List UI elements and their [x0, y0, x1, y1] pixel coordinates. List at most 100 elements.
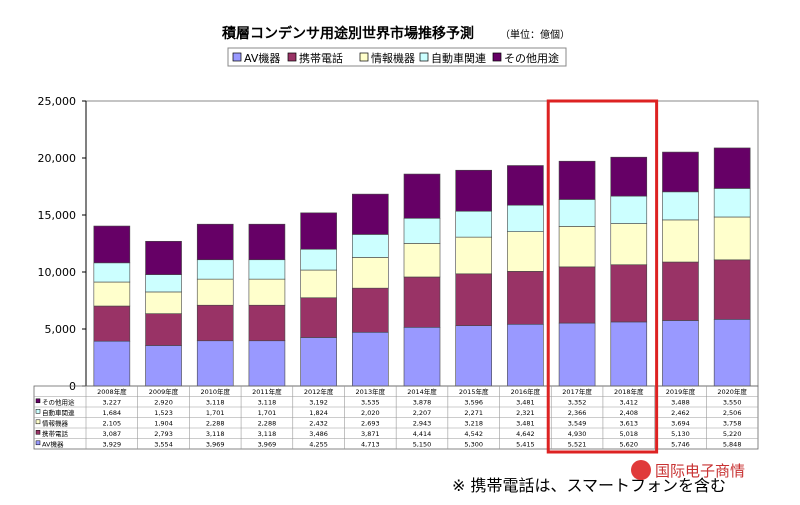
y-tick-label: 10,000 — [38, 266, 77, 279]
table-cell: 2,207 — [413, 409, 432, 417]
bar-segment — [610, 264, 648, 323]
table-cell: 4,713 — [361, 440, 380, 448]
bar-segment — [558, 160, 596, 200]
bar-segment — [352, 193, 389, 235]
bar-segment — [300, 337, 337, 387]
bar-segment — [145, 274, 182, 293]
x-tick-label: 2009年度 — [149, 387, 179, 396]
table-cell: 5,521 — [568, 440, 587, 448]
table-cell: 3,412 — [619, 398, 638, 406]
table-cell: 5,130 — [671, 430, 690, 438]
watermark-logo-icon — [631, 460, 651, 480]
bar-segment — [248, 223, 286, 261]
bar-segment — [93, 340, 131, 387]
y-tick-label: 25,000 — [38, 95, 77, 108]
bar-segment — [507, 204, 544, 232]
bar-segment — [145, 291, 182, 314]
table-cell: 3,087 — [103, 430, 122, 438]
data-table: 2008年度 2009年度 2010年度 2011年度 2012年度 2013年度 2014… — [33, 385, 759, 450]
table-cell: 1,701 — [258, 409, 277, 417]
x-tick-label: 2014年度 — [407, 387, 437, 396]
highlight-box — [546, 99, 659, 454]
table-cell: 3,481 — [516, 398, 535, 406]
bar-segment — [403, 173, 441, 219]
table-cell: 2,920 — [154, 398, 173, 406]
table-row-label: 自動車関連 — [42, 408, 75, 417]
bar-segment — [507, 165, 544, 206]
y-tick-label: 20,000 — [38, 152, 77, 165]
table-cell: 3,613 — [619, 419, 638, 427]
table-legend-swatch — [35, 430, 41, 435]
y-tick-label: 5,000 — [45, 323, 77, 336]
table-legend-swatch — [35, 419, 41, 425]
table-cell: 5,415 — [516, 440, 535, 448]
bar-segment — [403, 326, 441, 387]
table-cell: 1,684 — [103, 409, 122, 417]
table-cell: 3,486 — [309, 430, 328, 438]
legend-frame — [227, 47, 567, 67]
table-row-label: 携帯電話 — [42, 429, 69, 438]
table-cell: 5,018 — [619, 430, 638, 438]
table-legend-swatch — [35, 398, 41, 404]
bar-segment — [352, 287, 389, 333]
y-tick-label: 15,000 — [38, 209, 77, 222]
bar-segment — [300, 269, 337, 299]
bar-segment — [196, 278, 234, 306]
x-tick-label: 2016年度 — [511, 387, 541, 396]
legend-label: その他用途 — [504, 51, 559, 65]
x-tick-label: 2010年度 — [200, 387, 230, 396]
bar-segment — [507, 231, 544, 272]
bar-segment — [248, 304, 286, 342]
bar-segment — [662, 320, 699, 387]
legend-label: 自動車関連 — [431, 51, 486, 65]
table-cell: 1,523 — [154, 409, 173, 417]
legend-swatch — [287, 52, 297, 62]
bar-segment — [455, 325, 492, 387]
bar-segment — [93, 305, 131, 342]
bar-segment — [662, 191, 699, 221]
table-cell: 3,871 — [361, 430, 380, 438]
table-cell: 2,288 — [258, 419, 277, 427]
table-legend-swatch — [35, 409, 41, 414]
bar-segment — [352, 257, 389, 289]
table-cell: 3,218 — [464, 419, 483, 427]
x-tick-label: 2012年度 — [304, 387, 334, 396]
table-cell: 5,848 — [723, 440, 742, 448]
table-row-label: その他用途 — [42, 397, 75, 406]
bar-segment — [610, 321, 648, 387]
table-cell: 2,408 — [619, 409, 638, 417]
table-cell: 2,321 — [516, 409, 535, 417]
legend: AV機器 携帯電話 情報機器 自動車関連 その他用途 — [227, 47, 567, 67]
legend-swatch — [419, 52, 429, 62]
bar-segment — [196, 340, 234, 387]
chart-title: 積層コンデンサ用途別世界市場推移予測 — [221, 25, 474, 42]
bar-segment — [196, 259, 234, 280]
table-cell: 3,554 — [154, 440, 173, 448]
table-cell: 2,020 — [361, 409, 380, 417]
table-cell: 5,150 — [413, 440, 432, 448]
x-tick-label: 2013年度 — [356, 387, 386, 396]
watermark-text: 国际电子商情 — [655, 462, 745, 480]
table-cell: 3,118 — [258, 398, 277, 406]
table-cell: 5,300 — [464, 440, 483, 448]
y-axis: 0 5,000 10,000 15,000 20,000 25,000 — [38, 95, 87, 393]
bar-segment — [507, 271, 544, 325]
bar-segment — [145, 313, 182, 346]
table-cell: 5,220 — [723, 430, 742, 438]
table-legend-swatch — [35, 440, 41, 446]
table-cell: 3,118 — [258, 430, 277, 438]
x-tick-label: 2018年度 — [614, 387, 644, 396]
bar-segment — [93, 262, 131, 283]
table-cell: 2,432 — [309, 419, 328, 427]
table-cell: 3,758 — [723, 419, 742, 427]
bar-segment — [713, 319, 751, 387]
legend-swatch — [492, 52, 502, 62]
table-cell: 3,481 — [516, 419, 535, 427]
table-cell: 2,366 — [568, 409, 587, 417]
table-cell: 2,506 — [723, 409, 742, 417]
table-cell: 3,878 — [413, 398, 432, 406]
bar-segment — [248, 259, 286, 280]
table-cell: 3,118 — [206, 398, 225, 406]
x-tick-label: 2020年度 — [717, 387, 747, 396]
table-cell: 5,620 — [619, 440, 638, 448]
